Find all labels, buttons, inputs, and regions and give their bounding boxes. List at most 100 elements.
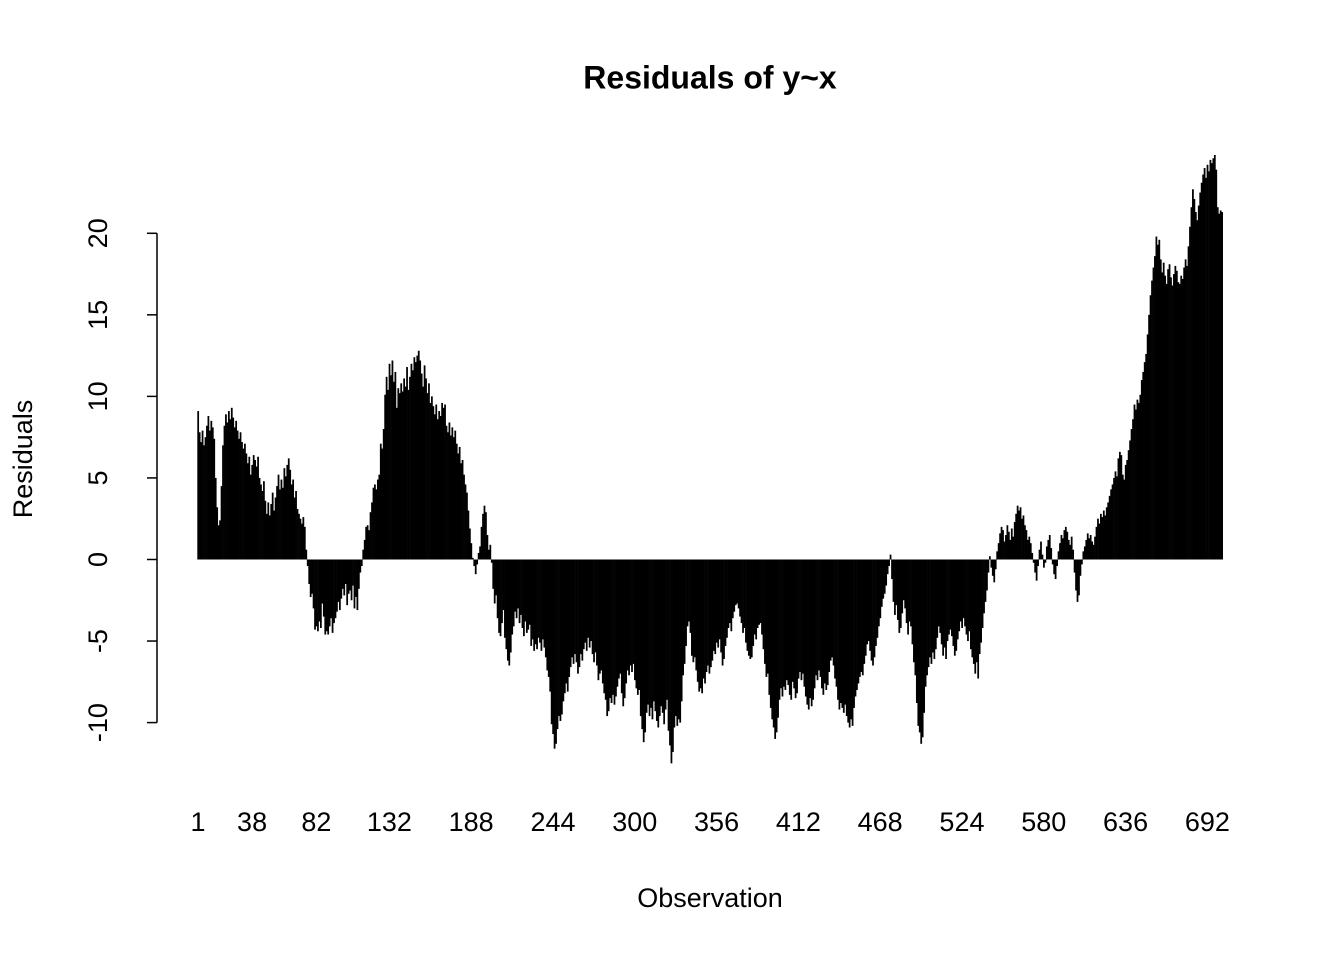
bar — [374, 484, 376, 560]
bar — [674, 559, 677, 717]
bar — [1116, 476, 1118, 560]
bar — [318, 559, 321, 622]
bar — [296, 508, 299, 560]
bar — [254, 460, 257, 560]
bar — [395, 407, 398, 560]
bar — [1066, 531, 1069, 560]
bar — [693, 559, 696, 658]
bar — [829, 559, 832, 661]
bar — [579, 559, 582, 655]
bar — [1100, 513, 1102, 560]
bar — [1219, 210, 1222, 560]
bar — [214, 477, 217, 560]
bar — [501, 559, 503, 624]
bar — [1043, 559, 1045, 568]
x-tick-label: 468 — [858, 807, 903, 837]
bar — [705, 559, 708, 673]
bar — [803, 559, 806, 687]
bar — [382, 429, 385, 560]
x-tick-label: 524 — [939, 807, 984, 837]
y-tick-label: 10 — [83, 381, 113, 411]
bar — [527, 559, 530, 630]
bar — [398, 393, 401, 560]
bar — [882, 559, 885, 599]
bar — [641, 559, 644, 730]
bar — [752, 559, 755, 646]
bar — [496, 559, 499, 619]
bar — [534, 559, 537, 645]
bar — [349, 559, 351, 591]
bar — [1032, 559, 1035, 563]
bar — [972, 559, 975, 664]
bar — [447, 432, 449, 560]
bar — [442, 407, 445, 560]
bar — [664, 559, 667, 710]
bar — [596, 559, 598, 666]
bar — [1158, 239, 1161, 560]
bar — [1216, 207, 1219, 560]
bar — [1200, 182, 1203, 560]
bar — [343, 559, 346, 596]
bar — [279, 489, 281, 560]
bar — [331, 559, 334, 633]
bar — [1143, 362, 1146, 560]
bar — [965, 559, 968, 635]
bar — [226, 422, 229, 560]
bar — [759, 559, 762, 624]
bar — [328, 559, 331, 627]
bar — [1098, 523, 1101, 560]
bar — [1161, 272, 1164, 560]
bar — [691, 559, 693, 656]
bar — [287, 458, 290, 560]
bar — [908, 559, 911, 622]
bar — [1194, 212, 1197, 560]
bar — [1130, 429, 1133, 560]
bar — [1091, 541, 1093, 560]
bar — [486, 535, 489, 560]
bar — [1094, 536, 1096, 560]
bar — [198, 432, 201, 560]
bar — [409, 376, 411, 560]
bar — [1053, 559, 1056, 575]
bar — [371, 502, 373, 560]
bar — [847, 559, 850, 723]
bar — [625, 559, 628, 684]
bar — [1016, 505, 1019, 560]
bar — [1149, 295, 1152, 560]
bar — [449, 435, 452, 560]
bar — [815, 559, 817, 676]
bar — [520, 559, 522, 615]
bar — [872, 559, 874, 666]
bar — [853, 559, 855, 708]
bar — [1097, 518, 1099, 560]
bar — [479, 546, 481, 560]
bar — [918, 559, 921, 733]
bar — [330, 559, 332, 619]
bar — [609, 559, 611, 699]
bar — [302, 517, 305, 560]
bar — [263, 481, 265, 560]
y-tick-label: -5 — [83, 629, 113, 653]
bar — [531, 559, 534, 640]
x-tick-label: 412 — [776, 807, 821, 837]
bar — [1013, 521, 1016, 560]
bar — [233, 427, 236, 560]
bar — [239, 432, 242, 560]
bar — [384, 394, 387, 560]
bar — [390, 375, 392, 560]
bar — [508, 559, 511, 666]
bar — [1088, 538, 1091, 560]
bar — [653, 559, 655, 702]
bar — [988, 556, 991, 560]
bar — [217, 525, 220, 560]
bar — [818, 559, 820, 671]
bar — [613, 559, 616, 705]
bar — [549, 559, 552, 692]
bar — [1064, 526, 1067, 560]
bar — [962, 559, 965, 619]
bar — [553, 559, 556, 749]
bar — [952, 559, 955, 646]
bar — [1197, 205, 1200, 560]
bar — [543, 559, 546, 648]
bar — [312, 559, 315, 609]
